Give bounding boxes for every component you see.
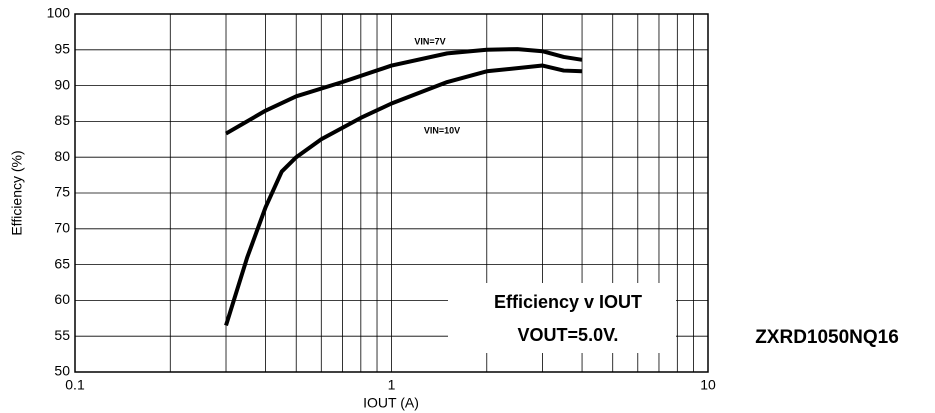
y-tick-label: 95 — [54, 41, 70, 57]
y-tick-label: 55 — [54, 327, 70, 343]
y-tick-label: 65 — [54, 255, 70, 271]
plot-frame — [74, 13, 709, 373]
y-tick-label: 90 — [54, 76, 70, 92]
y-tick-label: 50 — [54, 363, 70, 379]
y-tick-label: 70 — [54, 220, 70, 236]
chart-title: Efficiency v IOUT — [494, 292, 642, 312]
series-label: VIN=7V — [414, 36, 445, 46]
y-tick-label: 75 — [54, 184, 70, 200]
y-tick-label: 100 — [47, 5, 71, 21]
x-tick-label: 1 — [388, 377, 396, 393]
chart-subtitle: VOUT=5.0V. — [518, 325, 619, 345]
y-tick-label: 80 — [54, 148, 70, 164]
title-box — [448, 283, 676, 353]
part-number: ZXRD1050NQ16 — [755, 327, 899, 348]
x-tick-label: 0.1 — [65, 377, 85, 393]
y-axis-label: Efficiency (%) — [9, 150, 25, 235]
y-tick-label: 60 — [54, 291, 70, 307]
series-line — [225, 47, 583, 136]
x-axis-label: IOUT (A) — [363, 395, 419, 411]
y-tick-label: 85 — [54, 112, 70, 128]
series-line — [224, 63, 583, 327]
lines — [224, 47, 583, 327]
x-tick-label: 10 — [700, 377, 716, 393]
series-label: VIN=10V — [424, 125, 460, 135]
